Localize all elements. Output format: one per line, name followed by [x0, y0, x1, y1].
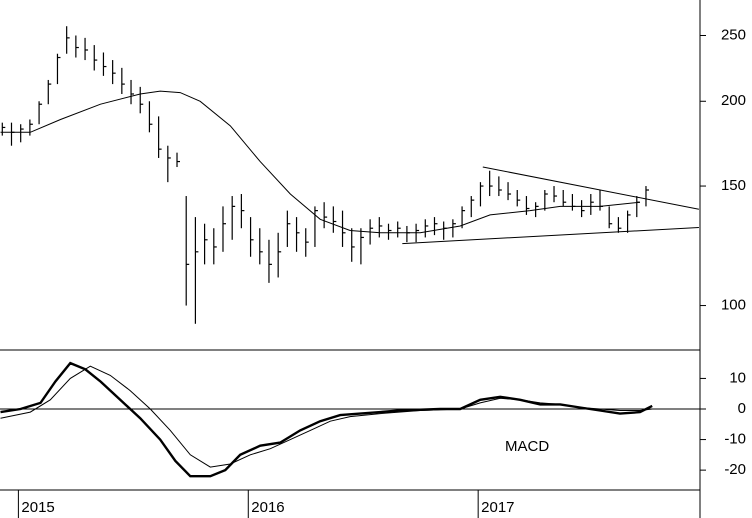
x-tick-label: 2017: [481, 499, 514, 516]
trendline: [402, 227, 699, 245]
macd-line: [0, 361, 653, 478]
y-tick-label: 0: [738, 400, 746, 417]
y-tick-label: -20: [724, 461, 746, 478]
moving-average: [0, 90, 641, 234]
x-tick-label: 2016: [251, 499, 284, 516]
y-tick-label: -10: [724, 431, 746, 448]
y-tick-label: 200: [721, 92, 746, 109]
y-tick-label: 10: [729, 369, 746, 386]
y-tick-label: 250: [721, 26, 746, 43]
y-tick-label: 150: [721, 177, 746, 194]
y-tick-label: 100: [721, 297, 746, 314]
annotation: MACD: [505, 438, 549, 455]
x-tick-label: 2015: [21, 499, 54, 516]
macd-line: [0, 365, 653, 468]
trendline: [482, 166, 699, 210]
